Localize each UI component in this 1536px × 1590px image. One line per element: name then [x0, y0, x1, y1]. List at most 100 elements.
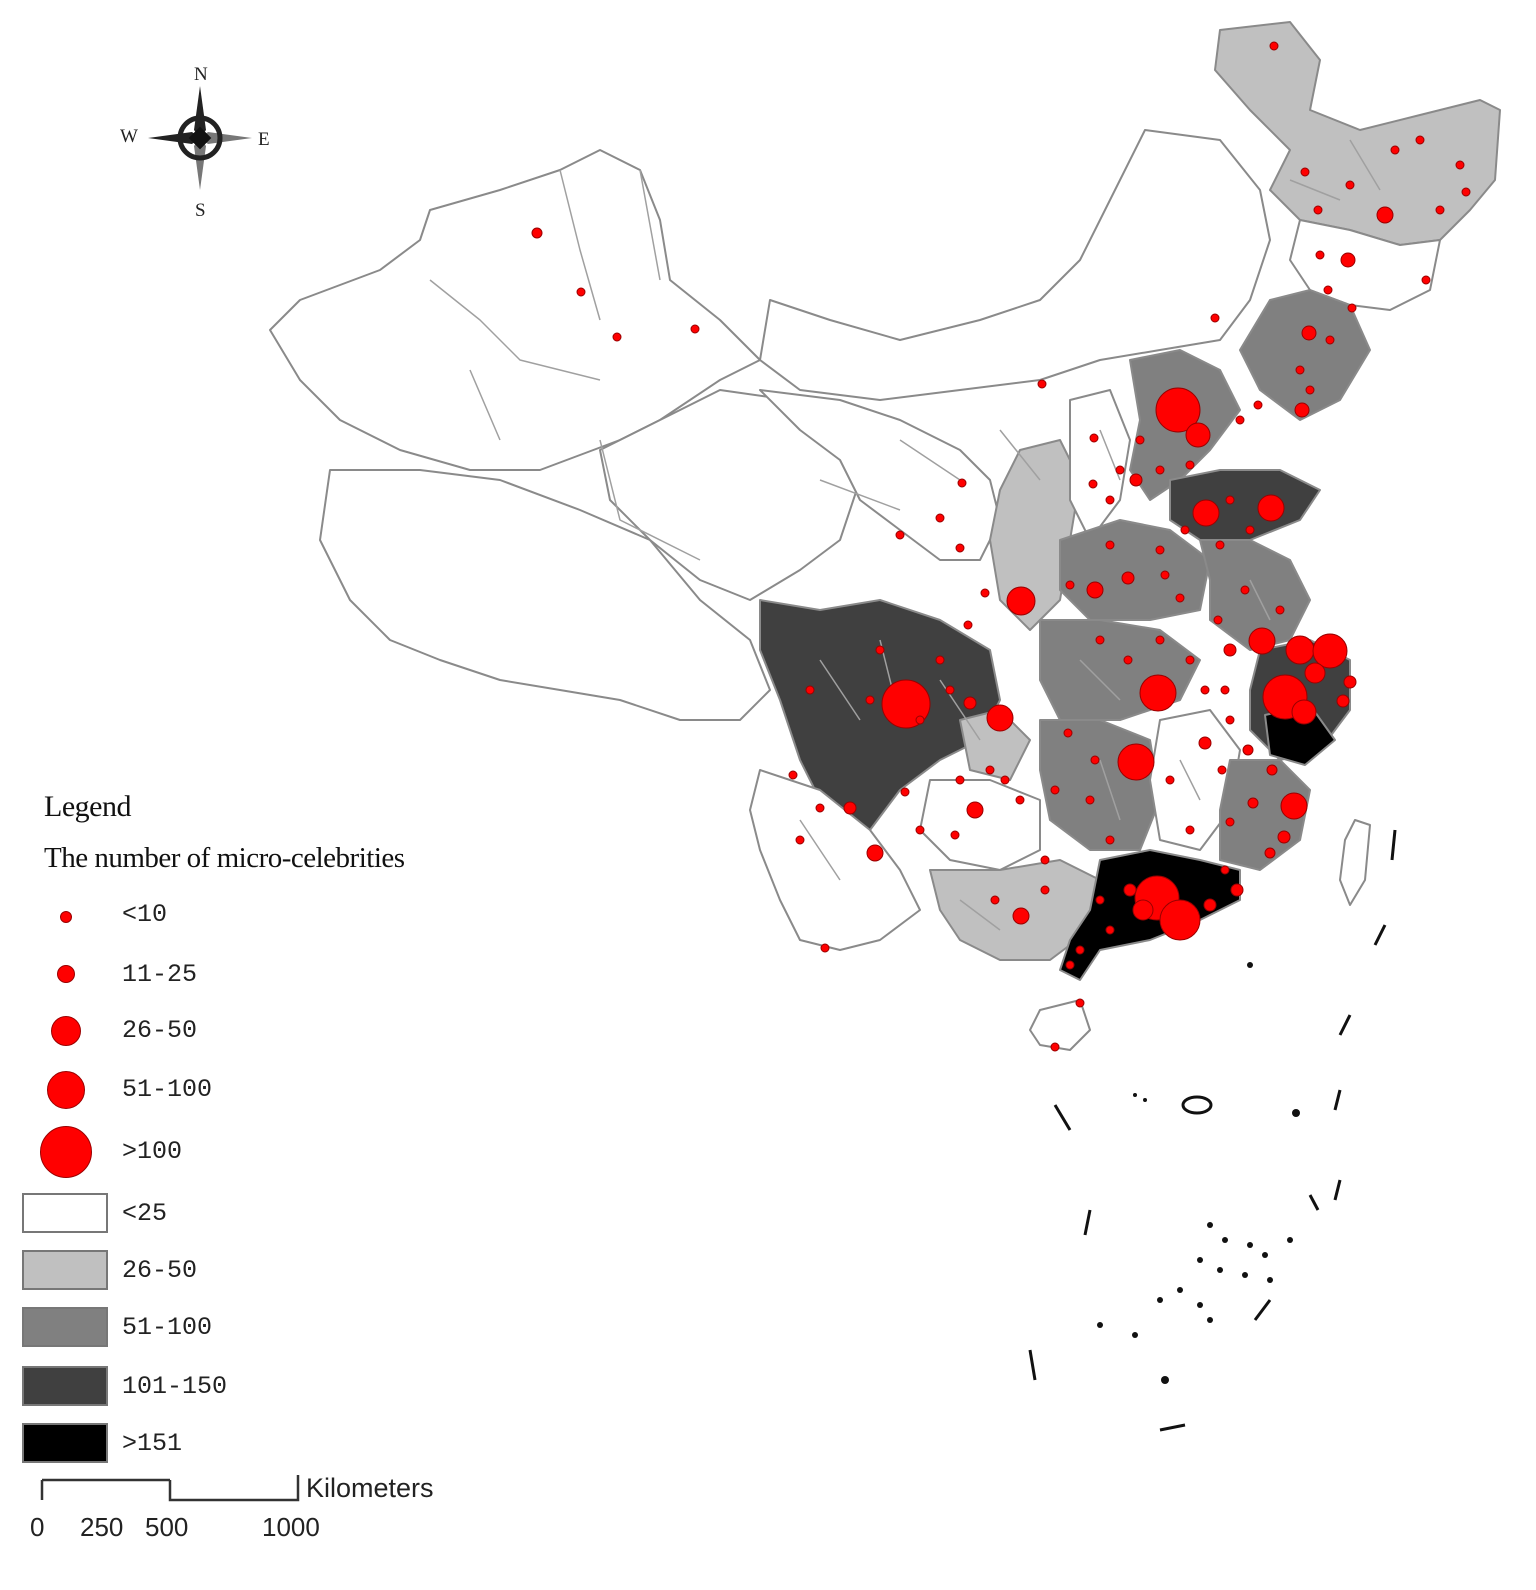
city-dot: [1012, 907, 1030, 925]
city-dot: [1225, 495, 1235, 505]
city-dot: [1135, 435, 1145, 445]
city-dot: [1129, 473, 1143, 487]
city-dot: [986, 704, 1014, 732]
compass-w: W: [120, 126, 138, 147]
compass-e: E: [258, 129, 270, 150]
scale-tick-500: 500: [145, 1512, 189, 1542]
legend-dot-51-100: [47, 1071, 85, 1109]
city-dot: [957, 478, 967, 488]
legend-swatch-label-gt151: >151: [122, 1429, 183, 1458]
city-dot: [1200, 685, 1210, 695]
compass-rose: N S E W: [120, 64, 270, 221]
city-dot: [1213, 615, 1223, 625]
scale-unit: Kilometers: [306, 1473, 434, 1503]
city-dot: [1037, 379, 1047, 389]
legend-swatch-label-26-50: 26-50: [122, 1256, 198, 1285]
legend-dot-11-25: [57, 965, 75, 983]
city-dot: [1347, 303, 1357, 313]
city-dot: [915, 825, 925, 835]
city-dot: [805, 685, 815, 695]
city-dot: [1277, 830, 1291, 844]
city-dot: [1180, 525, 1190, 535]
region-shanxi: [1069, 389, 1131, 541]
micro-celebrity-dots: [531, 41, 1471, 1052]
city-dot: [1123, 655, 1133, 665]
region-hubei: [1039, 619, 1201, 721]
city-dot: [1089, 433, 1099, 443]
city-dot: [1266, 764, 1278, 776]
city-dot: [966, 801, 984, 819]
city-dot: [1295, 365, 1305, 375]
city-dot: [1155, 545, 1165, 555]
city-dot: [1095, 635, 1105, 645]
city-dot: [1185, 422, 1211, 448]
city-dot: [1291, 699, 1317, 725]
city-dot: [1315, 250, 1325, 260]
legend-dot-26-50: [51, 1016, 81, 1046]
legend-swatch-51-100: [22, 1307, 108, 1347]
city-dot: [895, 530, 905, 540]
city-dot: [843, 801, 857, 815]
city-dot: [875, 645, 885, 655]
city-dot: [1269, 41, 1279, 51]
city-dot: [985, 765, 995, 775]
city-dot: [531, 227, 543, 239]
compass-n: N: [194, 64, 208, 85]
city-dot: [1050, 785, 1060, 795]
city-dot: [1105, 540, 1115, 550]
city-dot: [1000, 775, 1010, 785]
region-tibet: [319, 469, 771, 721]
city-dot: [1301, 325, 1317, 341]
city-dot: [950, 830, 960, 840]
city-dot: [1220, 865, 1230, 875]
legend-swatch-label-lt25: <25: [122, 1199, 168, 1228]
city-dot: [1198, 736, 1212, 750]
city-dot: [1210, 313, 1220, 323]
region-hainan: [1029, 999, 1091, 1051]
legend-subtitle: The number of micro-celebrities: [44, 842, 405, 874]
city-dot: [1121, 571, 1135, 585]
city-dot: [1220, 685, 1230, 695]
scale-tick-250: 250: [80, 1512, 124, 1542]
legend-dot-lt10: [60, 911, 72, 923]
city-dot: [1063, 728, 1073, 738]
city-dot: [1217, 765, 1227, 775]
city-dot: [1165, 775, 1175, 785]
region-jiangxi: [1149, 709, 1241, 851]
city-dot: [963, 620, 973, 630]
city-dot: [1040, 855, 1050, 865]
city-dot: [1192, 499, 1220, 527]
city-dot: [576, 287, 586, 297]
city-dot: [1015, 795, 1025, 805]
city-dot: [1085, 795, 1095, 805]
city-dot: [1075, 945, 1085, 955]
city-dot: [1376, 206, 1394, 224]
city-dot: [1421, 275, 1431, 285]
city-dot: [1230, 883, 1244, 897]
city-dot: [1223, 643, 1237, 657]
legend-swatch-101-150: [22, 1366, 108, 1406]
city-dot: [1323, 285, 1333, 295]
city-dot: [1253, 400, 1263, 410]
city-dot: [1090, 755, 1100, 765]
city-dot: [815, 803, 825, 813]
city-dot: [1105, 495, 1115, 505]
city-dot: [1247, 797, 1259, 809]
city-dot: [612, 332, 622, 342]
region-qinghai: [599, 389, 861, 601]
city-dot: [955, 775, 965, 785]
city-dot: [1305, 385, 1315, 395]
region-guizhou: [919, 779, 1041, 871]
city-dot: [990, 895, 1000, 905]
city-dot: [915, 715, 925, 725]
city-dot: [865, 695, 875, 705]
city-dot: [1105, 835, 1115, 845]
legend-dot-label-gt100: >100: [122, 1137, 183, 1166]
city-dot: [1065, 960, 1075, 970]
region-fujian: [1219, 759, 1311, 871]
city-dot: [1390, 145, 1400, 155]
city-dot: [795, 835, 805, 845]
legend-swatch-label-51-100: 51-100: [122, 1313, 213, 1342]
south-sea-islands: [1028, 829, 1397, 1432]
